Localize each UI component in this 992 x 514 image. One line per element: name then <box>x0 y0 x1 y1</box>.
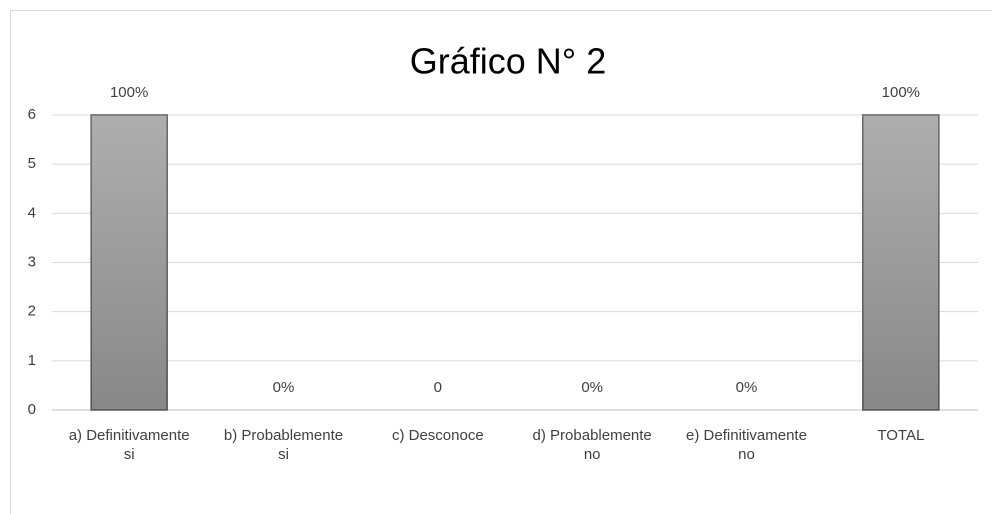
data-label: 100% <box>882 84 920 101</box>
x-tick-label: c) Desconoce <box>391 427 484 444</box>
bar-shade <box>91 115 168 410</box>
chart-title: Gráfico N° 2 <box>410 41 606 82</box>
data-label: 100% <box>110 84 148 101</box>
bar-shade <box>862 115 939 410</box>
y-tick-label: 0 <box>28 401 36 418</box>
y-tick-label: 5 <box>28 155 36 172</box>
x-tick-label: d) Probablemente no <box>532 427 652 463</box>
x-tick-label: TOTAL <box>877 427 925 444</box>
chart-border <box>10 10 992 514</box>
y-tick-label: 2 <box>28 303 36 320</box>
data-label: 0% <box>736 379 758 396</box>
data-label: 0% <box>273 379 295 396</box>
x-tick-label: e) Definitivamente no <box>686 427 807 463</box>
data-label: 0% <box>581 379 603 396</box>
y-tick-label: 3 <box>28 253 36 270</box>
y-tick-label: 1 <box>28 352 36 369</box>
y-tick-label: 6 <box>28 106 36 123</box>
x-tick-label: a) Definitivamente si <box>68 427 190 463</box>
y-tick-label: 4 <box>28 204 36 221</box>
x-tick-label: b) Probablemente si <box>223 427 344 463</box>
data-label: 0 <box>434 379 442 396</box>
